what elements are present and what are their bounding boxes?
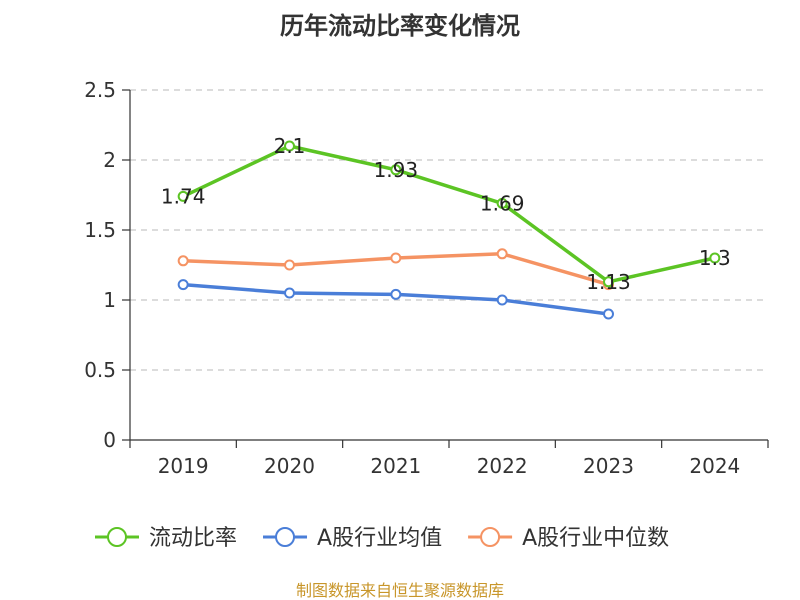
data-point — [390, 288, 402, 300]
data-point — [603, 308, 614, 320]
data-label: 2.1 — [274, 134, 306, 158]
data-label: 1.3 — [699, 246, 731, 270]
y-tick-label: 2.5 — [84, 78, 116, 102]
x-tick-label: 2019 — [158, 454, 209, 478]
legend-item[interactable]: 流动比率 — [95, 526, 237, 551]
legend[interactable]: 流动比率 A股行业均值 A股行业中位数 — [95, 526, 669, 551]
x-tick-label: 2024 — [689, 454, 740, 478]
data-label: 1.93 — [374, 158, 419, 182]
legend-label: 流动比率 — [149, 526, 237, 551]
y-tick-label: 2 — [103, 148, 116, 172]
legend-item[interactable]: A股行业均值 — [263, 526, 442, 551]
legend-marker — [480, 527, 501, 547]
series-group — [177, 140, 721, 320]
x-tick-label: 2022 — [477, 454, 528, 478]
data-point — [390, 164, 402, 176]
y-tick-label: 0 — [103, 428, 116, 452]
data-point — [496, 248, 508, 260]
data-point — [177, 279, 189, 291]
data-labels: 1.74 2.1 1.93 1.69 1.13 1.3 — [161, 134, 731, 294]
y-tick-label: 1 — [103, 288, 116, 312]
series-line — [181, 144, 717, 284]
data-point — [284, 287, 295, 299]
data-point — [177, 255, 189, 267]
data-point — [496, 294, 508, 306]
source-note: 制图数据来自恒生聚源数据库 — [296, 581, 504, 600]
data-point — [496, 197, 508, 209]
data-point — [709, 252, 721, 264]
legend-marker — [275, 527, 296, 547]
chart-title: 历年流动比率变化情况 — [280, 12, 520, 40]
data-label: 1.13 — [586, 270, 631, 294]
axes: 0 0.5 1 1.5 2 2.5 2019 2020 2021 2022 2023 2024 — [84, 78, 769, 478]
data-label: 1.74 — [161, 184, 206, 208]
legend-marker — [107, 527, 127, 547]
x-tick-label: 2023 — [583, 454, 634, 478]
data-point — [177, 190, 189, 202]
legend-item[interactable]: A股行业中位数 — [468, 526, 669, 551]
x-tick-label: 2021 — [370, 454, 421, 478]
data-point — [390, 252, 402, 264]
data-point — [284, 140, 295, 152]
y-tick-label: 1.5 — [84, 218, 116, 242]
x-tick-label: 2020 — [264, 454, 315, 478]
legend-label: A股行业中位数 — [522, 526, 669, 551]
y-tick-label: 0.5 — [84, 358, 116, 382]
data-point — [284, 259, 295, 271]
legend-label: A股行业均值 — [317, 526, 442, 551]
gridlines — [130, 89, 768, 371]
data-point — [603, 276, 614, 288]
data-label: 1.69 — [480, 191, 525, 215]
